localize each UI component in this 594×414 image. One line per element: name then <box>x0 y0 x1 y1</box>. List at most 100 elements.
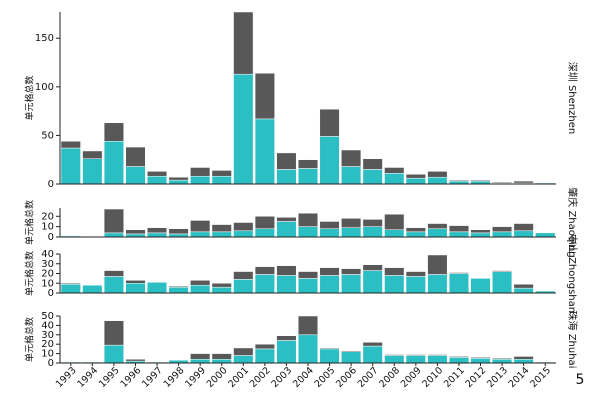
bar-segment <box>405 231 426 238</box>
bar-segment <box>427 274 448 294</box>
bar-segment <box>147 175 168 185</box>
bar-segment <box>319 275 340 294</box>
panel-title: 中山 Zhongshan <box>566 234 579 313</box>
bar-segment <box>276 221 297 238</box>
bar-segment <box>492 231 513 238</box>
y-tick-label: 10 <box>41 222 54 233</box>
bar-segment <box>341 227 362 238</box>
bar-segment <box>60 147 81 185</box>
bar-segment <box>319 347 340 350</box>
bar-segment <box>254 266 275 275</box>
bar-segment <box>405 174 426 179</box>
bar-segment <box>513 283 534 289</box>
bar-segment <box>211 353 232 360</box>
y-tick-label: 30 <box>41 259 54 270</box>
bar-segment <box>297 226 319 238</box>
bar-segment <box>297 334 319 364</box>
x-tick-label: 1997 <box>140 365 165 390</box>
y-tick-label: 50 <box>41 130 54 141</box>
y-tick-label: 0 <box>48 232 54 243</box>
bar-segment <box>362 342 383 347</box>
x-tick-label: 1993 <box>54 365 79 390</box>
y-axis-label: 单元格总数 <box>24 75 36 120</box>
bar-segment <box>103 270 124 277</box>
bar-segment <box>233 230 254 238</box>
bar-segment <box>319 267 340 276</box>
bar-segment <box>233 279 254 294</box>
y-axis-label: 单元格总数 <box>24 251 36 296</box>
bar-segment <box>103 232 124 238</box>
bar-segment <box>341 218 362 228</box>
bar-segment <box>492 270 513 272</box>
bar-segment <box>190 220 211 233</box>
bar-segment <box>341 274 362 294</box>
bar-segment <box>125 146 146 167</box>
bar-segment <box>190 280 211 286</box>
bar-segment <box>125 166 146 185</box>
bar-segment <box>233 73 254 185</box>
bar-segment <box>384 354 405 356</box>
panel-title: 肇庆 Zhaoqing <box>566 187 579 257</box>
bar-segment <box>82 158 103 185</box>
bar-segment <box>427 223 448 229</box>
y-tick-label: 0 <box>48 358 54 369</box>
bar-segment <box>297 159 319 169</box>
bar-segment <box>190 358 211 364</box>
bar-segment <box>384 173 405 185</box>
bar-segment <box>276 335 297 341</box>
bar-segment <box>103 320 124 346</box>
bar-segment <box>341 166 362 185</box>
bar-segment <box>103 344 124 364</box>
bar-segment <box>211 286 232 294</box>
bar-segment <box>448 231 469 238</box>
bar-segment <box>211 224 232 233</box>
bar-segment <box>513 287 534 294</box>
bar-segment <box>60 283 81 294</box>
bar-segment <box>492 358 513 360</box>
bar-segment <box>254 118 275 185</box>
bar-segment <box>362 345 383 364</box>
bar-segment <box>297 315 319 336</box>
bar-segment <box>319 136 340 185</box>
bar-segment <box>448 272 469 274</box>
bar-segment <box>125 358 146 362</box>
page-number: 5 <box>576 372 585 388</box>
x-tick-label: 2012 <box>464 365 489 390</box>
bar-segment <box>82 150 103 159</box>
bar-segment <box>254 228 275 238</box>
bar-segment <box>168 286 189 294</box>
bar-segment <box>103 122 124 142</box>
bar-segment <box>211 170 232 177</box>
bar-segment <box>362 264 383 271</box>
bar-segment <box>190 175 211 185</box>
bar-segment <box>103 276 124 294</box>
bar-segment <box>448 225 469 233</box>
x-tick-label: 2001 <box>226 365 251 390</box>
x-tick-label: 2013 <box>485 365 510 390</box>
bar-segment <box>254 348 275 364</box>
bar-segment <box>470 229 491 234</box>
bar-segment <box>362 270 383 294</box>
y-tick-label: 0 <box>48 288 54 299</box>
bar-segment <box>405 354 426 356</box>
y-tick-label: 20 <box>41 211 54 222</box>
bar-segment <box>276 265 297 276</box>
bar-segment <box>427 171 448 178</box>
y-tick-label: 20 <box>41 269 54 280</box>
bar-segment <box>60 140 81 149</box>
bar-segment <box>168 285 189 288</box>
panel-title: 珠海 Zhuhai <box>566 311 579 369</box>
x-tick-label: 2006 <box>334 365 359 390</box>
bar-segment <box>147 171 168 177</box>
bar-segment <box>276 169 297 185</box>
bar-segment <box>190 231 211 238</box>
bar-segment <box>427 254 448 275</box>
x-tick-label: 2004 <box>291 365 316 390</box>
bar-segment <box>362 169 383 185</box>
bar-segment <box>492 181 513 184</box>
bar-segment <box>297 278 319 294</box>
bar-segment <box>254 216 275 229</box>
y-tick-label: 10 <box>41 349 54 360</box>
bar-segment <box>384 167 405 174</box>
y-tick-label: 20 <box>41 339 54 350</box>
